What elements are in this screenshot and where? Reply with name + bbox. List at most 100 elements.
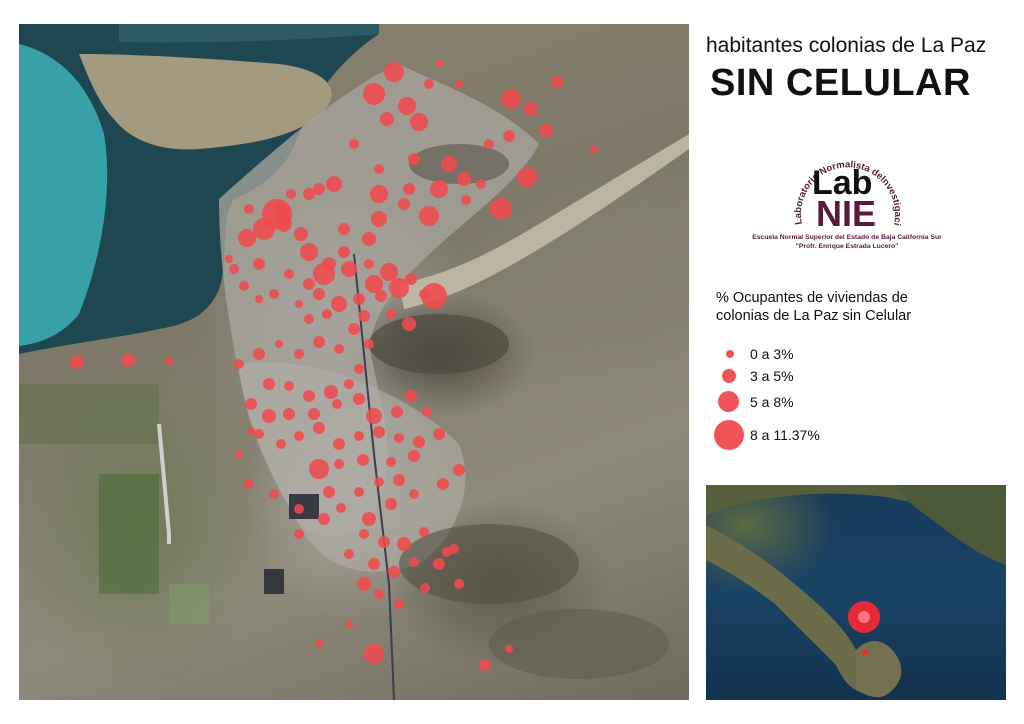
colonia-circle (309, 459, 329, 479)
colonia-circle (476, 179, 486, 189)
colonia-circle (326, 176, 342, 192)
hill (399, 524, 579, 604)
legend-label: 8 a 11.37% (750, 427, 820, 443)
colonia-circle (455, 80, 463, 88)
colonia-circle (380, 263, 398, 281)
logo-wordmark-bottom: NIE (816, 193, 876, 234)
colonia-circle (318, 513, 330, 525)
colonia-circle (405, 390, 417, 402)
colonia-circle (349, 139, 359, 149)
colonia-circle (238, 229, 256, 247)
baja-peninsula (706, 525, 902, 698)
colonia-circle (334, 344, 344, 354)
la-paz-center (858, 611, 870, 623)
colonia-circle (263, 378, 275, 390)
legend-symbol-small (726, 350, 734, 358)
colonia-circle (394, 433, 404, 443)
colonia-circle (398, 198, 410, 210)
logo-wordmark-top: Lab (812, 164, 872, 202)
colonia-circle (354, 364, 364, 374)
colonia-circle (294, 529, 304, 539)
legend-label: 5 a 8% (750, 394, 794, 410)
colonia-circle (388, 566, 400, 578)
colonia-circle (294, 431, 304, 441)
colonia-circle (419, 206, 439, 226)
channel (119, 24, 379, 43)
colonia-circle (363, 83, 385, 105)
colonia-circle (371, 211, 387, 227)
colonia-circle (378, 536, 390, 548)
colonia-circle (284, 381, 294, 391)
main-map[interactable] (19, 24, 689, 700)
logo-school-name: Escuela Normal Superior del Estado de Ba… (752, 234, 942, 241)
inset-locator-map[interactable] (706, 485, 1006, 700)
legend-symbol-xlarge (714, 420, 744, 450)
colonia-circle (490, 198, 512, 220)
colonia-circle (225, 255, 233, 263)
colonia-circle (253, 348, 265, 360)
colonia-circle (294, 504, 304, 514)
colonia-circle (70, 355, 84, 369)
colonia-circle (375, 290, 387, 302)
colonia-circle (394, 599, 404, 609)
colonia-circle (433, 428, 445, 440)
colonia-circle (410, 113, 428, 131)
colonia-circle (374, 589, 384, 599)
colonia-circle (397, 537, 411, 551)
ponds (264, 569, 284, 594)
mainland-coast (896, 485, 1006, 565)
colonia-circle (430, 180, 448, 198)
colonia-circle (408, 153, 420, 165)
colonia-circle (269, 489, 279, 499)
colonia-circle (313, 183, 325, 195)
colonia-circle (353, 293, 365, 305)
colonia-circle (419, 527, 429, 537)
colonia-circle (353, 393, 365, 405)
legend-title: % Ocupantes de viviendas de colonias de … (716, 290, 912, 324)
colonia-circle (254, 429, 264, 439)
colonia-circle (276, 216, 292, 232)
colonia-circle (300, 243, 318, 261)
colonia-circle (332, 399, 342, 409)
colonia-circle (313, 288, 325, 300)
colonia-circle (364, 339, 374, 349)
colonia-circle (354, 487, 364, 497)
colonia-circle (435, 60, 443, 68)
fields (19, 384, 159, 444)
colonia-circle (421, 283, 447, 309)
colonia-circle (286, 189, 296, 199)
colonia-circles (70, 60, 598, 671)
colonia-circle (262, 409, 276, 423)
colonia-circle (324, 385, 338, 399)
colonia-circle (479, 659, 491, 671)
colonia-circle (539, 124, 553, 138)
colonia-circle (393, 474, 405, 486)
colonia-circle (357, 454, 369, 466)
hill (409, 144, 509, 184)
legend-label: 0 a 3% (750, 346, 794, 362)
map-title-line1: habitantes colonias de La Paz (706, 34, 987, 57)
airport-runway (157, 423, 171, 544)
colonia-circle (244, 204, 254, 214)
colonia-circle (348, 323, 360, 335)
colonia-circle (344, 379, 354, 389)
colonia-circle (374, 477, 384, 487)
labnie-logo: Laboratorio Normalista deInvestigación E… (749, 118, 942, 276)
fields (99, 474, 159, 594)
colonia-circle (359, 529, 369, 539)
colonia-circle (276, 439, 286, 449)
colonia-circle (354, 431, 364, 441)
colonia-circle (284, 269, 294, 279)
colonia-circle (245, 398, 257, 410)
colonia-circle (303, 390, 315, 402)
colonia-circle (165, 357, 173, 365)
south-urban (239, 362, 466, 572)
colonia-circle (524, 102, 538, 116)
colonia-circle (408, 450, 420, 462)
colonia-circle (433, 558, 445, 570)
colonia-circle (386, 309, 396, 319)
colonia-circle (422, 407, 432, 417)
colonia-circle (275, 340, 283, 348)
colonia-circle (365, 275, 383, 293)
colonia-circle (283, 408, 295, 420)
